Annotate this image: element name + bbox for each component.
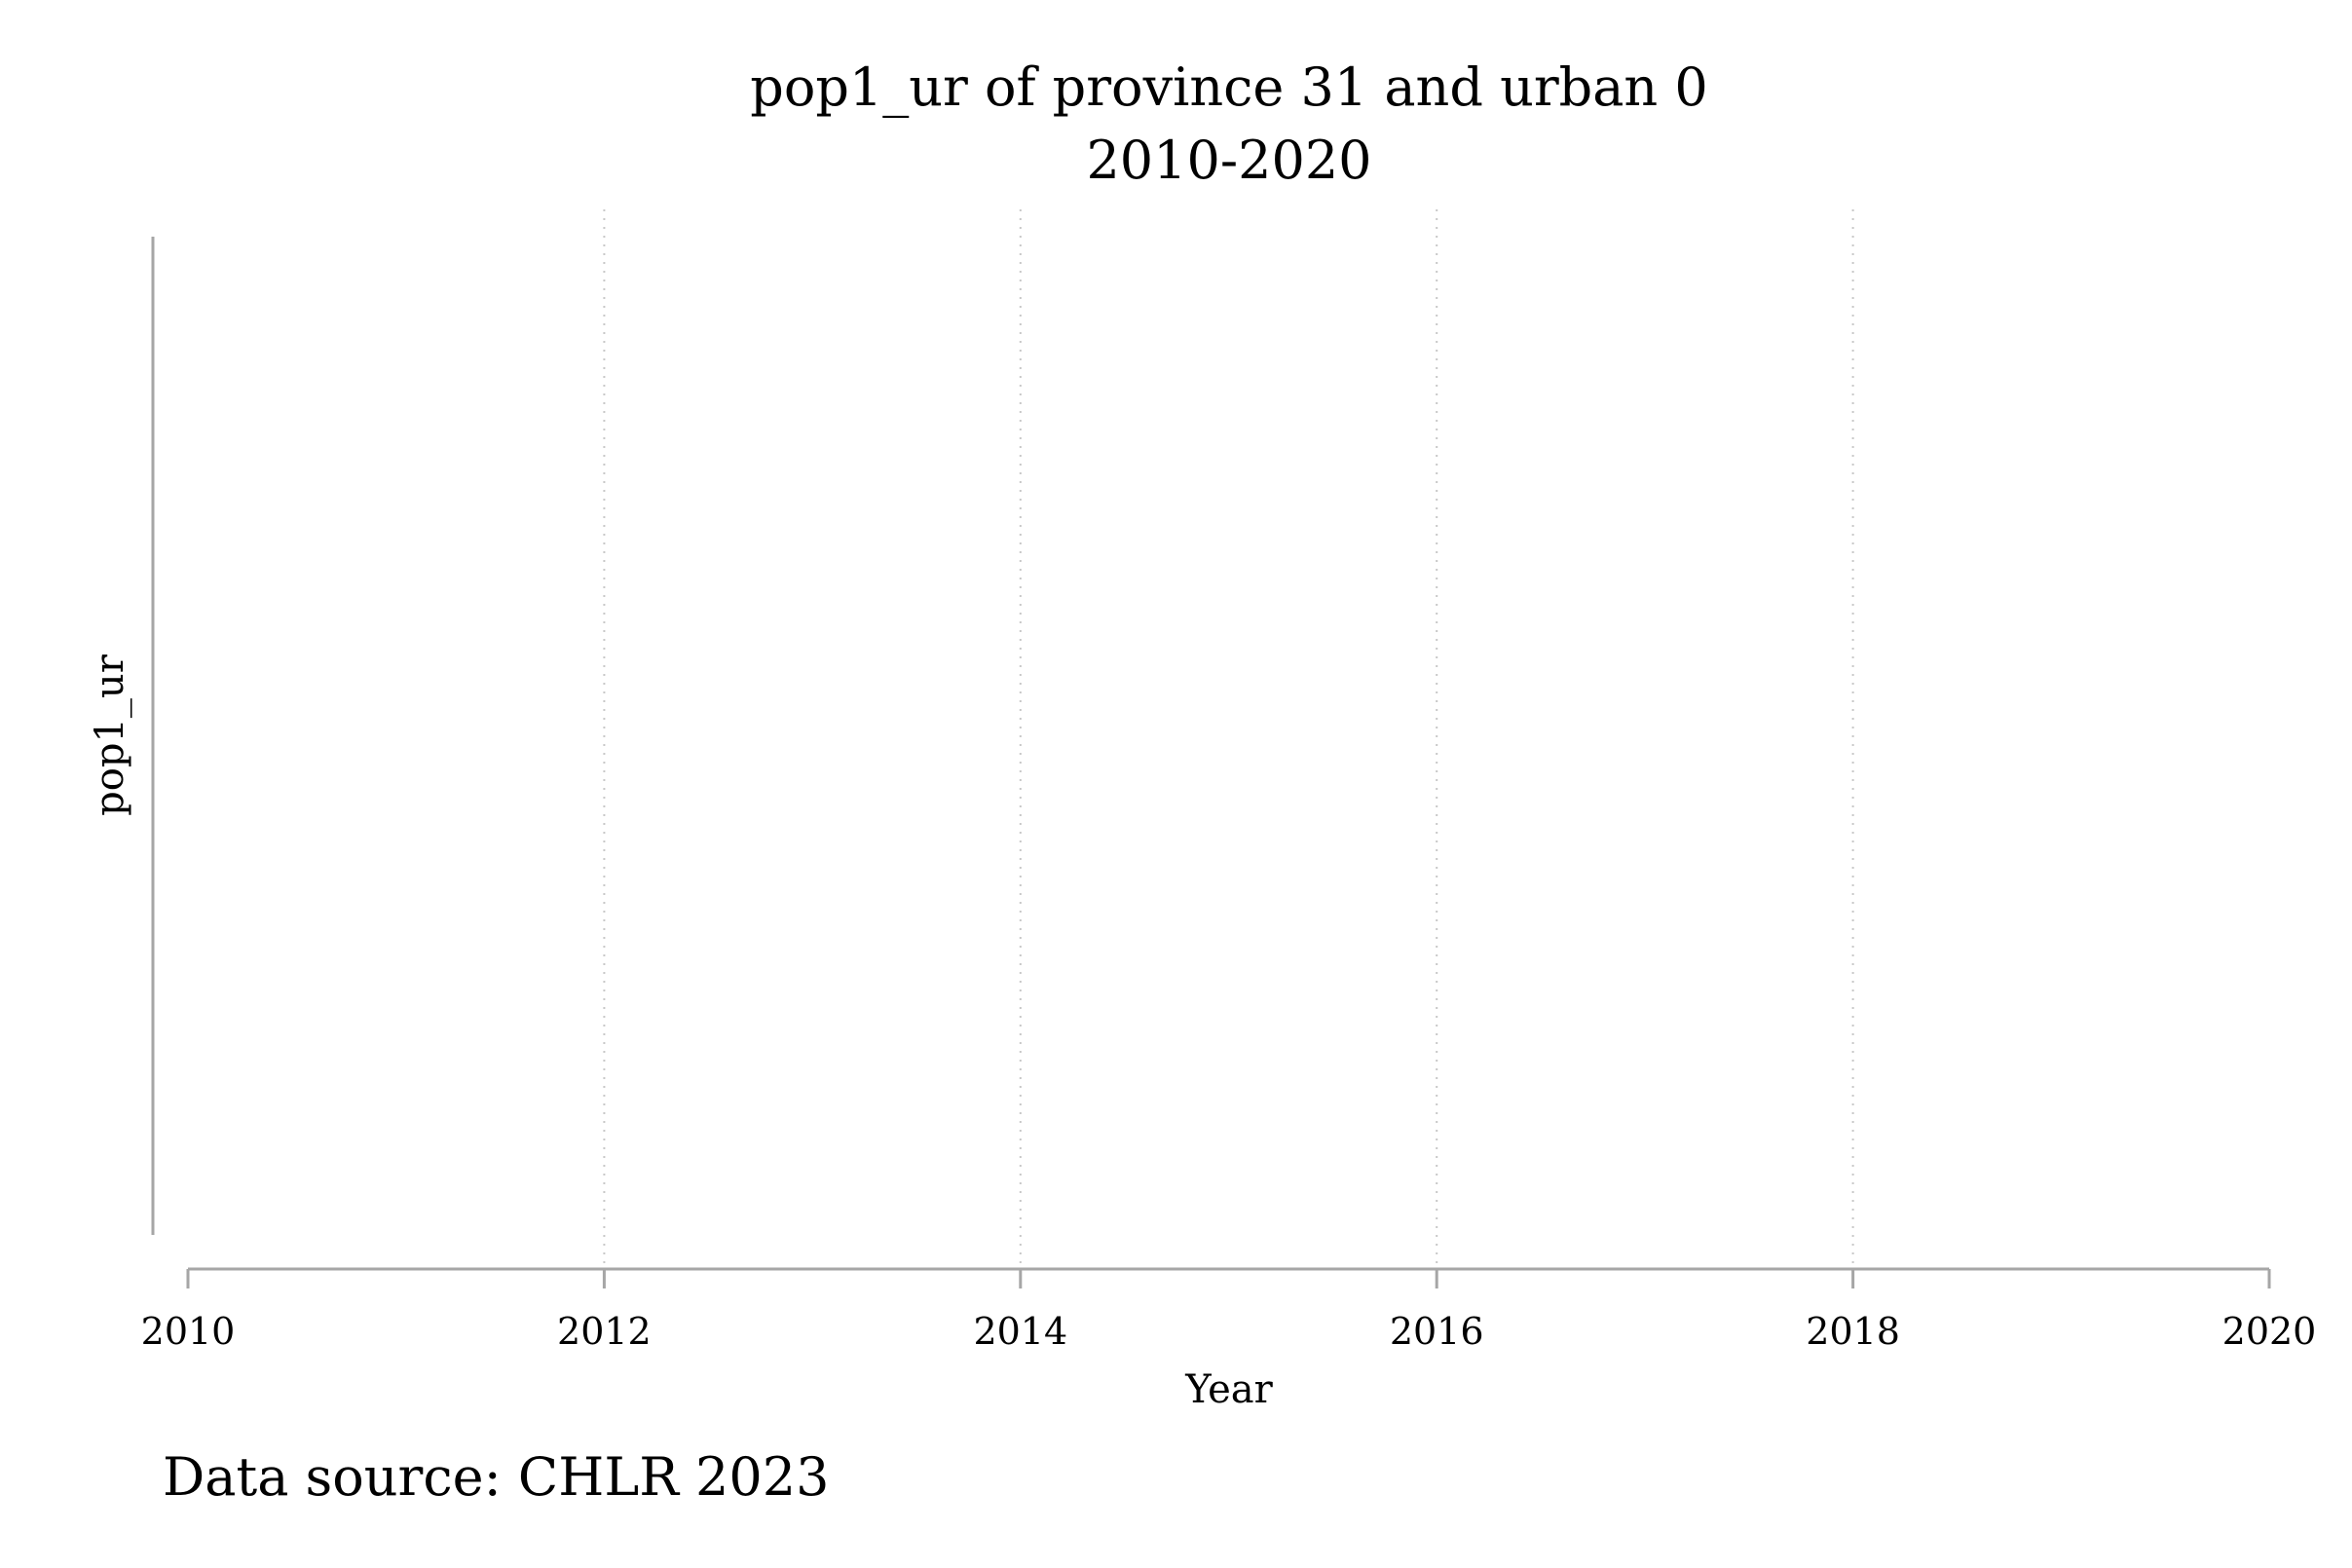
- x-axis-ticks: 2010 2012 2014 2016 2018 2020: [141, 1269, 2317, 1353]
- x-axis-title: Year: [1184, 1367, 1273, 1412]
- vertical-gridlines: [603, 209, 1854, 1266]
- chart-subtitle: 2010-2020: [1086, 130, 1371, 191]
- x-tick-label-2016: 2016: [1390, 1310, 1484, 1353]
- x-tick-label-2012: 2012: [557, 1310, 652, 1353]
- y-axis-title: pop1_ur: [88, 653, 132, 816]
- chart-title: pop1_ur of province 31 and urban 0: [750, 56, 1707, 118]
- x-tick-label-2014: 2014: [973, 1310, 1067, 1353]
- x-tick-label-2020: 2020: [2222, 1310, 2317, 1353]
- data-source-caption: Data source: CHLR 2023: [163, 1446, 829, 1508]
- x-tick-label-2010: 2010: [141, 1310, 236, 1353]
- x-tick-label-2018: 2018: [1806, 1310, 1900, 1353]
